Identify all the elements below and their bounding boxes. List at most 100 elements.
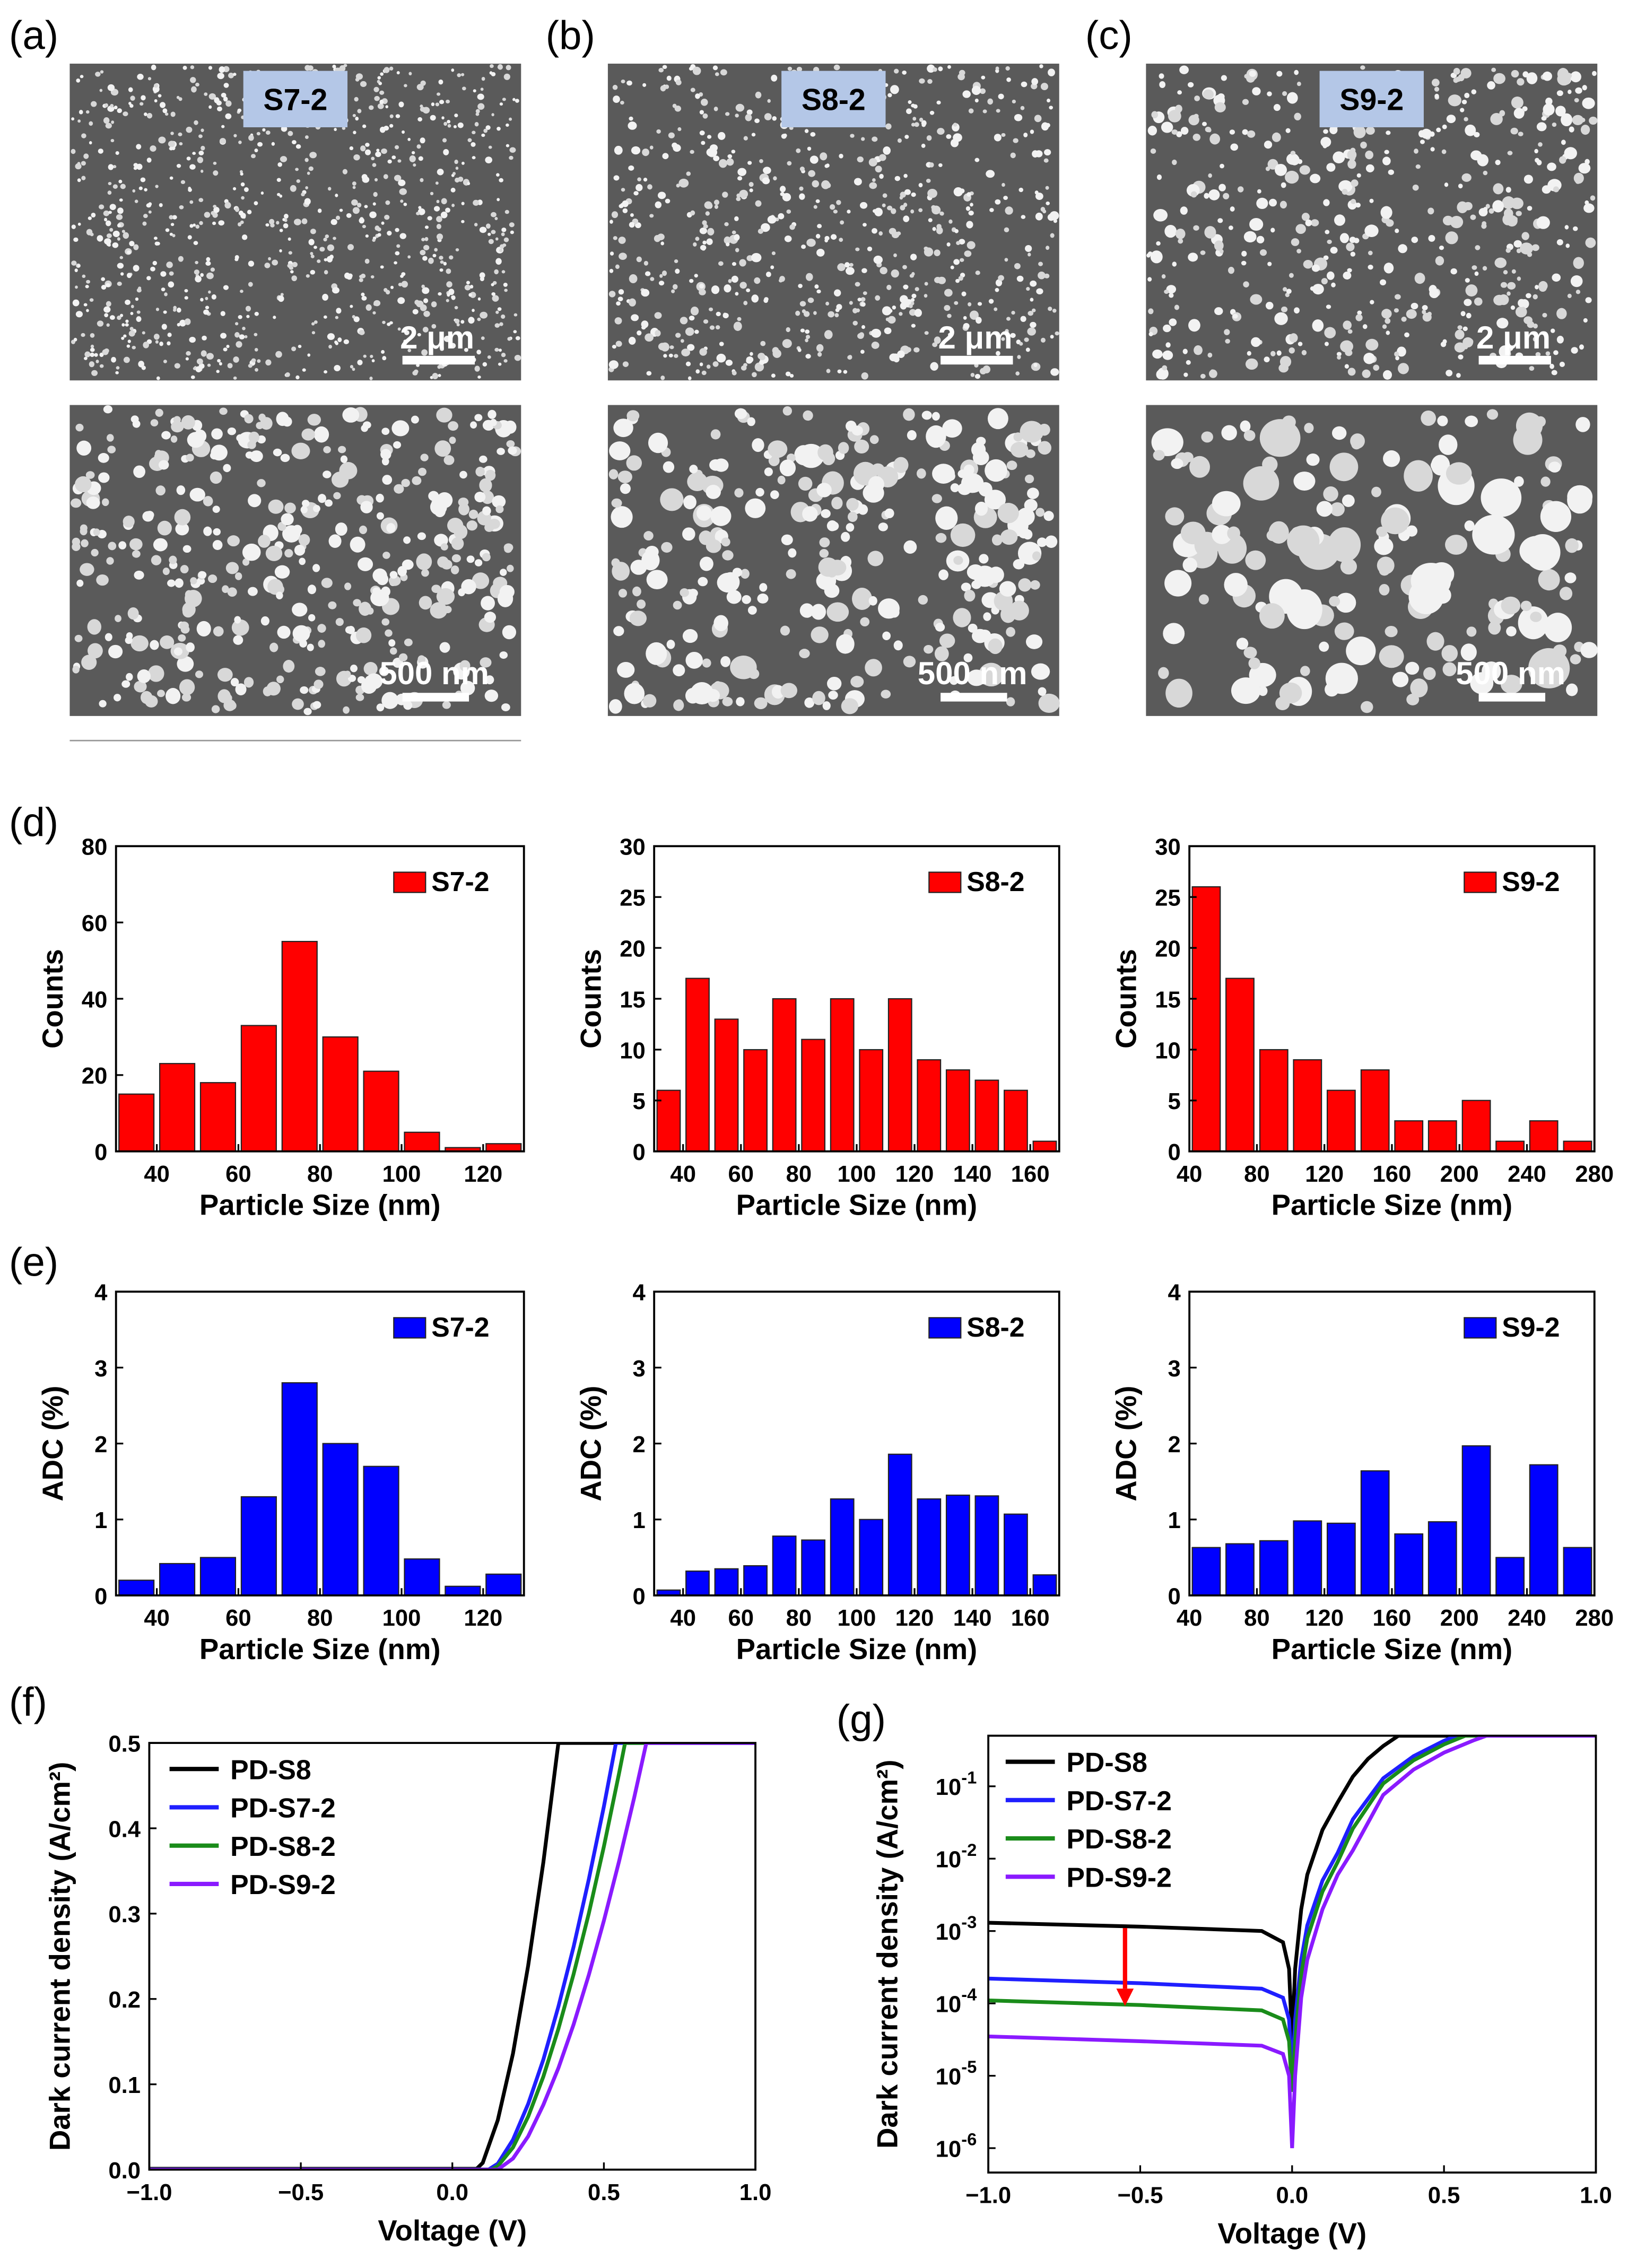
particle [1152,350,1163,359]
particle [1507,151,1513,155]
particle [283,660,295,673]
particle [346,213,352,218]
x-axis-label: Particle Size (nm) [1272,1189,1513,1222]
particle [811,604,826,620]
scale-bar [402,355,475,365]
particle [821,509,831,518]
particle [614,145,623,155]
particle [1038,261,1043,266]
y-tick-label: 20 [82,1063,108,1089]
particle [1511,70,1519,78]
particle [491,292,496,296]
particle [227,587,237,597]
particle [805,329,810,334]
particle [780,625,790,636]
particle [321,578,333,588]
particle [498,362,502,366]
particle [1010,152,1016,159]
x-tick-label: 200 [1440,1606,1479,1631]
particle [1406,525,1418,537]
particle [295,375,300,380]
particle [1035,193,1043,200]
particle [1249,217,1264,231]
particle [497,448,505,455]
particle [75,423,84,432]
y-tick-label: 30 [1155,835,1181,860]
particle [735,292,739,296]
particle [467,138,472,142]
particle [1048,307,1052,311]
particle [613,236,617,240]
particle [1298,342,1303,346]
particle [1168,110,1181,123]
particle [1186,360,1191,365]
particle [1027,327,1036,336]
particle [210,451,219,460]
particle [1278,363,1289,373]
particle [706,148,716,157]
particle [1294,69,1299,75]
particle [243,187,249,192]
particle [1440,342,1447,347]
particle [76,440,92,456]
particle [499,249,503,252]
particle [175,578,184,588]
particle [145,511,154,519]
particle [179,319,186,327]
particle [250,450,263,463]
particle [611,498,622,508]
particle [1342,494,1355,507]
particle [504,289,508,292]
particle [77,162,81,165]
particle [657,233,665,240]
particle [258,413,266,422]
particle [1030,129,1034,134]
particle [822,701,831,710]
particle [162,568,170,575]
particle [436,92,441,96]
particle [1474,132,1480,137]
particle [1482,661,1501,681]
particle [90,333,95,338]
particle [1501,596,1521,615]
particle [1001,133,1006,137]
bar [945,1494,970,1597]
particle [103,306,111,313]
particle [1434,86,1440,92]
particle [1279,682,1302,704]
particle [858,504,868,515]
particle [1533,336,1538,342]
particle [1350,251,1356,257]
particle [323,238,327,242]
particle [290,185,297,192]
particle [301,218,308,224]
particle [1583,203,1595,213]
particle [1242,129,1248,135]
particle [1241,250,1247,257]
particle [699,556,713,571]
particle [481,596,495,610]
particle [1334,622,1354,640]
particle [1212,491,1241,517]
particle [1373,364,1380,371]
particle [755,91,762,99]
particle [1360,141,1367,149]
particle [81,539,89,547]
particle [180,565,189,574]
particle [280,156,288,162]
particle [1331,426,1347,440]
bar [485,1143,522,1152]
particle [77,264,81,268]
y-axis-label: ADC (%) [37,1386,69,1502]
particle [1188,319,1200,332]
particle [1270,351,1276,356]
particle [98,149,103,154]
particle [474,121,479,127]
particle [396,71,400,75]
particle [242,558,250,566]
particle [277,162,283,167]
particle [1189,456,1211,478]
particle [735,114,739,118]
particle [995,287,999,292]
particle [1430,147,1435,152]
